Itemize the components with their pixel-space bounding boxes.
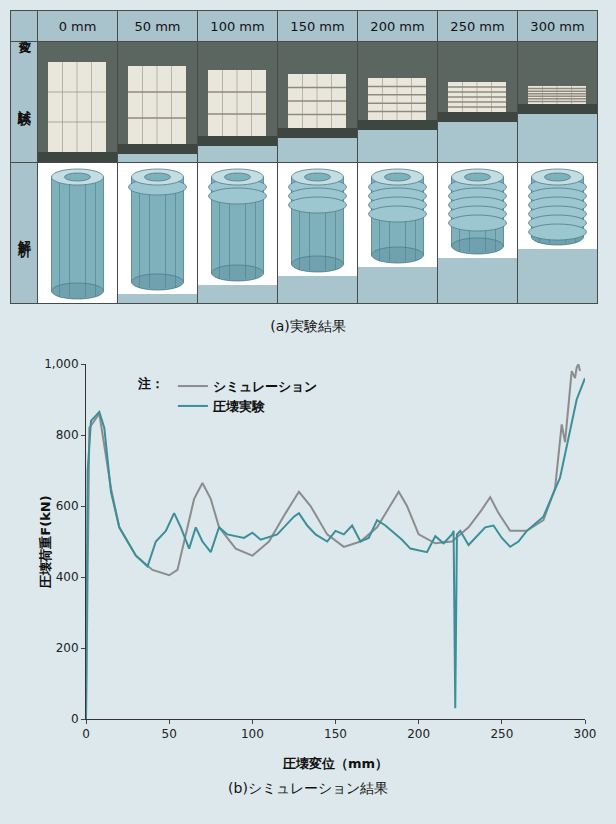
svg-text:圧壊実験: 圧壊実験: [212, 399, 266, 414]
html-text:50 mm: 50 mm: [134, 18, 181, 34]
svg-text:200: 200: [56, 641, 79, 655]
svg-text:1,000: 1,000: [44, 357, 78, 371]
svg-text:50: 50: [162, 727, 177, 741]
html-text:0 mm: 0 mm: [58, 18, 97, 34]
svg-text:800: 800: [56, 428, 79, 442]
svg-text:圧壊変位（mm）: 圧壊変位（mm）: [282, 756, 388, 771]
svg-text:150: 150: [324, 727, 347, 741]
html-text:変位: 変位: [17, 30, 32, 31]
svg-text:100: 100: [241, 727, 264, 741]
html-text:250 mm: 250 mm: [450, 18, 505, 34]
html-text:試験: 試験: [17, 98, 32, 107]
html-text:100 mm: 100 mm: [210, 18, 265, 34]
svg-text:注：: 注：: [137, 376, 164, 391]
html-text:解析: 解析: [17, 229, 32, 238]
svg-text:シミュレーション: シミュレーション: [213, 379, 317, 394]
html-text:300 mm: 300 mm: [530, 18, 585, 34]
html-text:200 mm: 200 mm: [370, 18, 425, 34]
html-text:150 mm: 150 mm: [290, 18, 345, 34]
svg-text:0: 0: [82, 727, 90, 741]
svg-text:0: 0: [71, 712, 79, 726]
svg-text:200: 200: [407, 727, 430, 741]
svg-text:圧壊荷重F(kN): 圧壊荷重F(kN): [38, 495, 53, 588]
html-text:(b)シミュレーション結果: (b)シミュレーション結果: [228, 780, 388, 796]
html-text:(a)実験結果: (a)実験結果: [270, 318, 346, 334]
svg-text:400: 400: [56, 570, 79, 584]
svg-text:600: 600: [56, 499, 79, 513]
svg-text:250: 250: [490, 727, 513, 741]
svg-text:300: 300: [574, 727, 597, 741]
